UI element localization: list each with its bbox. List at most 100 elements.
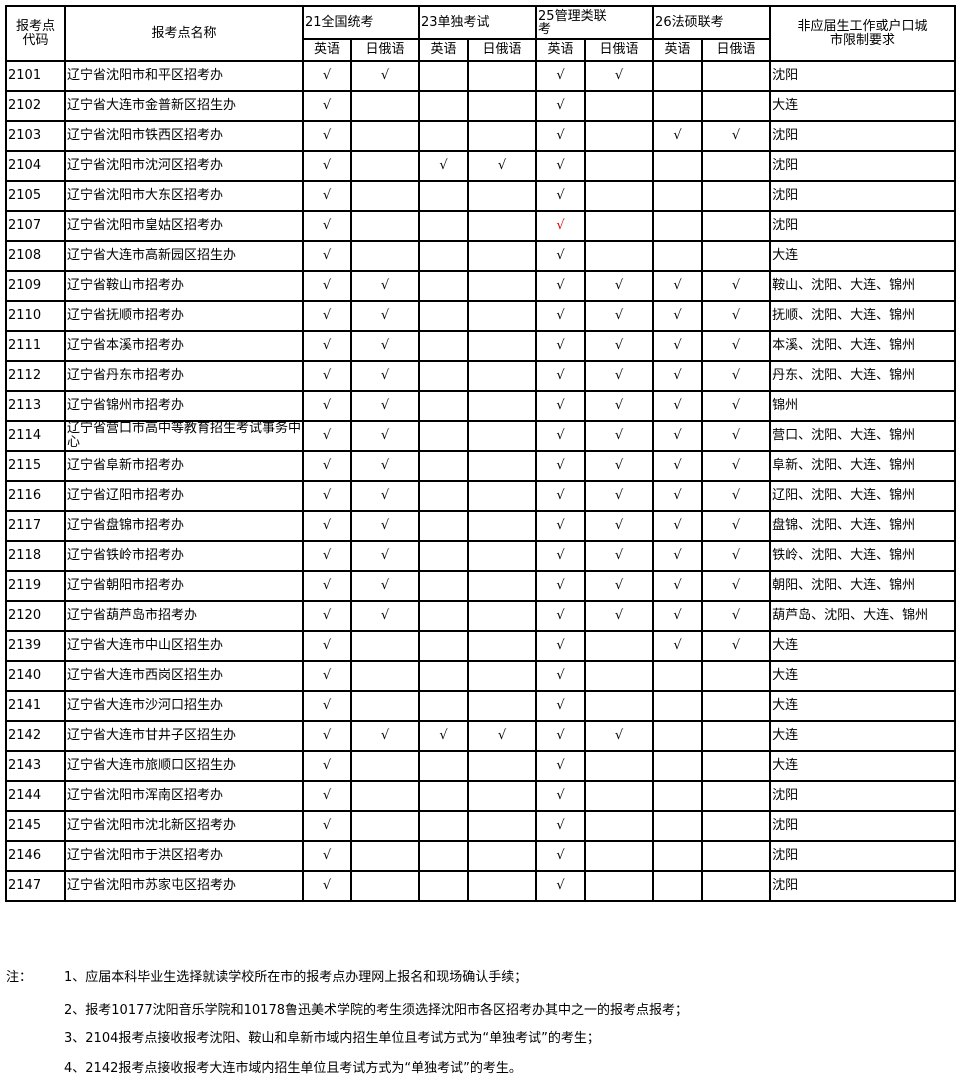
limit-cities: 大连 — [769, 240, 957, 272]
check-mark: √ — [535, 360, 587, 392]
empty-cell — [349, 660, 421, 692]
table-row: 2143 辽宁省大连市旅顺口区招生办 √ √ 大连 — [5, 750, 957, 782]
check-mark: √ — [349, 270, 421, 302]
empty-cell — [418, 210, 470, 242]
limit-cities: 沈阳 — [769, 840, 957, 872]
empty-cell — [701, 780, 772, 812]
site-code: 2118 — [5, 540, 66, 572]
check-mark: √ — [701, 120, 772, 152]
subheader-english: 英语 — [302, 38, 352, 62]
empty-cell — [418, 540, 470, 572]
check-mark: √ — [302, 360, 352, 392]
check-mark: √ — [584, 300, 655, 332]
site-code: 2117 — [5, 510, 66, 542]
check-mark: √ — [584, 540, 655, 572]
empty-cell — [418, 690, 470, 722]
check-mark: √ — [302, 180, 352, 212]
table-row: 2110 辽宁省抚顺市招考办 √ √ √ √ √ √ 抚顺、沈阳、大连、锦州 — [5, 300, 957, 332]
subheader-english: 英语 — [535, 38, 587, 62]
empty-cell — [652, 60, 704, 92]
check-mark: √ — [349, 60, 421, 92]
limit-cities: 营口、沈阳、大连、锦州 — [769, 420, 957, 452]
limit-cities: 大连 — [769, 90, 957, 122]
empty-cell — [652, 210, 704, 242]
check-mark: √ — [418, 720, 470, 752]
site-code: 2143 — [5, 750, 66, 782]
check-mark: √ — [652, 480, 704, 512]
notes-label: 注： — [6, 970, 33, 985]
table-row: 2105 辽宁省沈阳市大东区招考办 √ √ 沈阳 — [5, 180, 957, 212]
check-mark: √ — [535, 510, 587, 542]
site-code: 2146 — [5, 840, 66, 872]
check-mark: √ — [584, 270, 655, 302]
check-mark: √ — [349, 450, 421, 482]
empty-cell — [652, 90, 704, 122]
check-mark: √ — [584, 720, 655, 752]
check-mark: √ — [535, 810, 587, 842]
note-1: 1、应届本科毕业生选择就读学校所在市的报考点办理网上报名和现场确认手续； — [64, 970, 528, 985]
note-4: 4、2142报考点接收报考大连市域内招生单位且考试方式为“单独考试”的考生。 — [64, 1061, 522, 1076]
subheader-japanese-russian: 日俄语 — [584, 38, 655, 62]
empty-cell — [467, 660, 538, 692]
check-mark: √ — [302, 810, 352, 842]
check-mark: √ — [302, 690, 352, 722]
table-row: 2119 辽宁省朝阳市招考办 √ √ √ √ √ √ 朝阳、沈阳、大连、锦州 — [5, 570, 957, 602]
check-mark: √ — [349, 720, 421, 752]
check-mark: √ — [349, 360, 421, 392]
check-mark: √ — [535, 330, 587, 362]
site-code: 2144 — [5, 780, 66, 812]
empty-cell — [701, 810, 772, 842]
limit-cities: 沈阳 — [769, 180, 957, 212]
empty-cell — [349, 120, 421, 152]
empty-cell — [701, 720, 772, 752]
site-code: 2141 — [5, 690, 66, 722]
empty-cell — [701, 240, 772, 272]
empty-cell — [349, 180, 421, 212]
empty-cell — [418, 570, 470, 602]
empty-cell — [418, 510, 470, 542]
check-mark: √ — [535, 480, 587, 512]
header-group-26: 26法硕联考 — [652, 5, 772, 40]
empty-cell — [467, 510, 538, 542]
empty-cell — [467, 690, 538, 722]
empty-cell — [418, 660, 470, 692]
check-mark: √ — [418, 150, 470, 182]
check-mark: √ — [701, 600, 772, 632]
check-mark: √ — [349, 540, 421, 572]
check-mark: √ — [535, 630, 587, 662]
check-mark: √ — [701, 540, 772, 572]
empty-cell — [584, 840, 655, 872]
table-row: 2114 辽宁省营口市高中等教育招生考试事务中心 √ √ √ √ √ √ 营口、沈阳、大连、锦州 — [5, 420, 957, 452]
check-mark: √ — [535, 690, 587, 722]
check-mark: √ — [535, 540, 587, 572]
empty-cell — [652, 660, 704, 692]
limit-cities: 朝阳、沈阳、大连、锦州 — [769, 570, 957, 602]
header-group-23: 23单独考试 — [418, 5, 538, 40]
limit-cities: 辽阳、沈阳、大连、锦州 — [769, 480, 957, 512]
empty-cell — [418, 390, 470, 422]
site-code: 2119 — [5, 570, 66, 602]
limit-cities: 大连 — [769, 720, 957, 752]
site-code: 2147 — [5, 870, 66, 902]
check-mark: √ — [349, 480, 421, 512]
header-code: 报考点代码 — [5, 5, 66, 62]
empty-cell — [584, 90, 655, 122]
empty-cell — [467, 210, 538, 242]
empty-cell — [349, 240, 421, 272]
check-mark: √ — [349, 300, 421, 332]
table-row: 2140 辽宁省大连市西岗区招生办 √ √ 大连 — [5, 660, 957, 692]
check-mark: √ — [535, 390, 587, 422]
empty-cell — [467, 600, 538, 632]
check-mark: √ — [535, 120, 587, 152]
check-mark: √ — [302, 60, 352, 92]
limit-cities: 阜新、沈阳、大连、锦州 — [769, 450, 957, 482]
site-code: 2139 — [5, 630, 66, 662]
empty-cell — [418, 240, 470, 272]
limit-cities: 大连 — [769, 750, 957, 782]
note-2: 2、报考10177沈阳音乐学院和10178鲁迅美术学院的考生须选择沈阳市各区招考… — [64, 1003, 688, 1018]
empty-cell — [652, 750, 704, 782]
check-mark: √ — [652, 120, 704, 152]
empty-cell — [701, 690, 772, 722]
check-mark: √ — [349, 510, 421, 542]
site-name: 辽宁省沈阳市于洪区招考办 — [64, 840, 304, 872]
